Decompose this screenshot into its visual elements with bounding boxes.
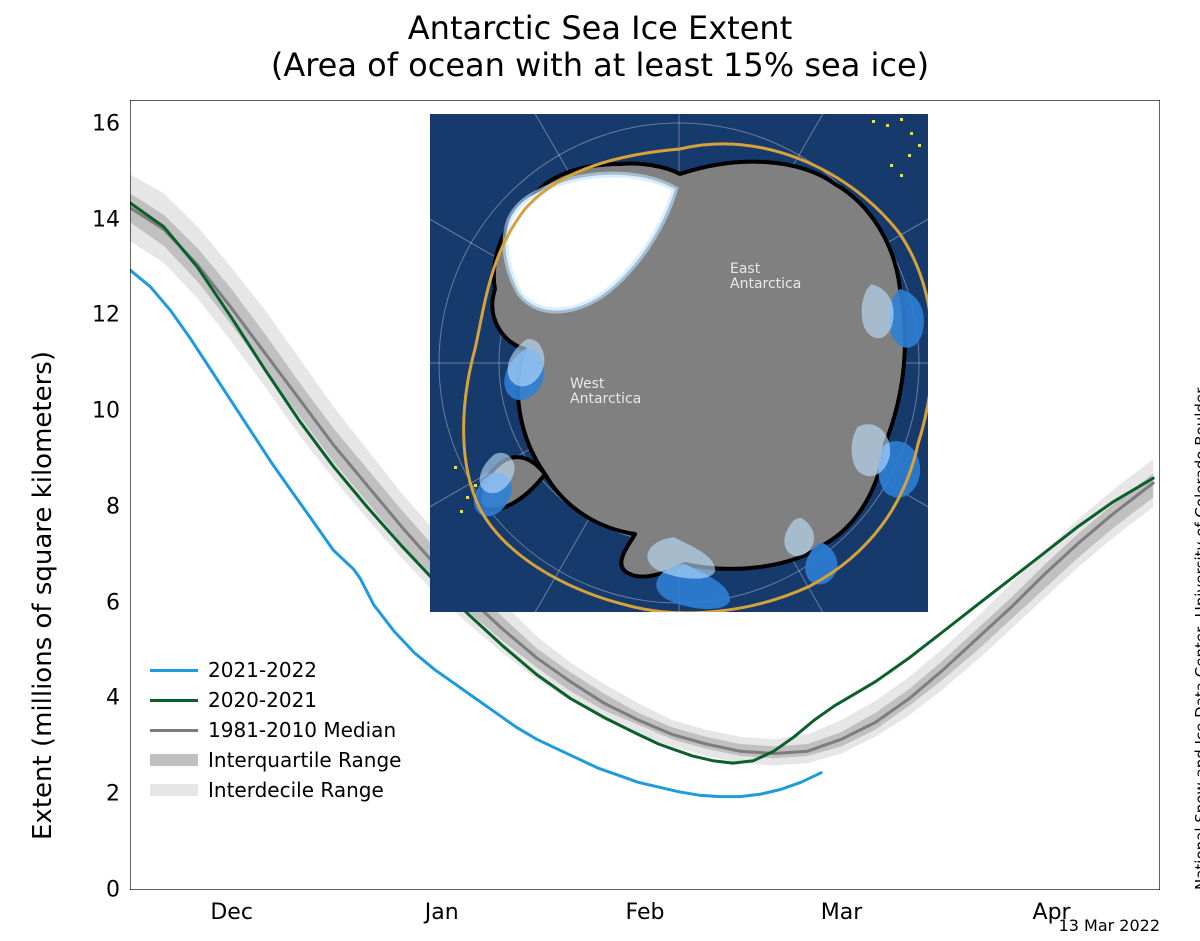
y-tick-label: 4 — [80, 686, 120, 711]
legend-swatch — [150, 699, 198, 702]
y-tick-label: 10 — [80, 399, 120, 424]
legend-row: 1981-2010 Median — [150, 715, 401, 745]
date-label: 13 Mar 2022 — [1059, 916, 1160, 935]
map-label-east-antarctica: East Antarctica — [730, 262, 801, 293]
legend-row: Interquartile Range — [150, 745, 401, 775]
attribution-label: National Snow and Ice Data Center, Unive… — [1192, 388, 1200, 890]
legend-swatch — [150, 754, 198, 766]
chart-title-line1: Antarctic Sea Ice Extent — [0, 10, 1200, 47]
legend-label: Interdecile Range — [208, 775, 384, 805]
legend-row: 2021-2022 — [150, 655, 401, 685]
chart-page: Antarctic Sea Ice Extent (Area of ocean … — [0, 0, 1200, 941]
legend-row: 2020-2021 — [150, 685, 401, 715]
x-tick-label: Feb — [626, 900, 665, 925]
antarctica-map-svg — [430, 114, 928, 612]
legend-swatch — [150, 784, 198, 796]
chart-title-line2: (Area of ocean with at least 15% sea ice… — [0, 47, 1200, 84]
legend-label: Interquartile Range — [208, 745, 401, 775]
y-axis-label: Extent (millions of square kilometers) — [28, 351, 58, 840]
x-tick-label: Mar — [821, 900, 863, 925]
y-tick-label: 0 — [80, 878, 120, 903]
antarctica-map-inset: East Antarctica West Antarctica — [430, 114, 928, 612]
y-tick-label: 16 — [80, 111, 120, 136]
legend-label: 2020-2021 — [208, 685, 317, 715]
legend-row: Interdecile Range — [150, 775, 401, 805]
y-tick-label: 6 — [80, 590, 120, 615]
map-label-west-antarctica: West Antarctica — [570, 377, 641, 408]
legend: 2021-20222020-20211981-2010 MedianInterq… — [150, 655, 401, 805]
legend-swatch — [150, 729, 198, 732]
legend-label: 2021-2022 — [208, 655, 317, 685]
chart-title: Antarctic Sea Ice Extent (Area of ocean … — [0, 10, 1200, 84]
y-tick-label: 2 — [80, 782, 120, 807]
x-tick-label: Jan — [425, 900, 459, 925]
legend-label: 1981-2010 Median — [208, 715, 396, 745]
y-tick-label: 12 — [80, 303, 120, 328]
y-tick-label: 8 — [80, 494, 120, 519]
y-tick-label: 14 — [80, 207, 120, 232]
x-tick-label: Dec — [210, 900, 253, 925]
legend-swatch — [150, 669, 198, 672]
